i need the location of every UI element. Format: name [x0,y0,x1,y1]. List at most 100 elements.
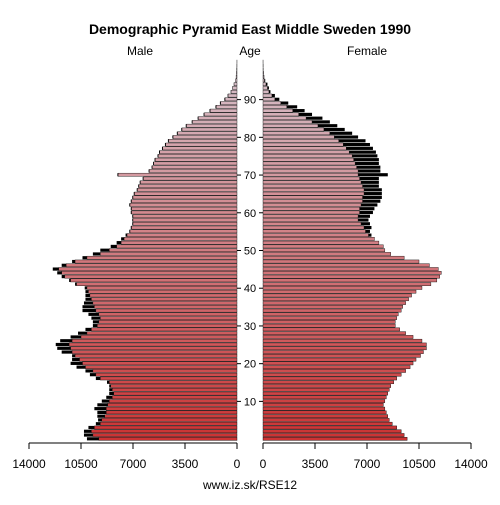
male-excess-age-22 [72,354,75,357]
male-bar-age-52 [121,241,237,244]
female-excess-age-74 [354,158,379,161]
female-excess-age-65 [364,192,382,195]
male-excess-age-55 [129,230,130,233]
female-bar-age-60 [263,211,360,214]
male-bar-age-23 [72,350,237,353]
female-bar-age-69 [263,177,360,180]
female-bar-age-19 [263,366,410,369]
female-excess-age-69 [360,177,379,180]
male-bar-age-62 [130,203,237,206]
female-bar-age-65 [263,192,364,195]
female-excess-age-55 [366,230,370,233]
male-excess-age-90 [224,98,225,101]
male-bar-age-68 [140,181,237,184]
male-excess-age-69 [143,177,144,180]
male-bar-age-79 [169,139,237,142]
female-excess-age-73 [355,162,379,165]
male-bar-age-43 [65,275,237,278]
male-bar-age-13 [112,388,237,391]
male-bar-age-91 [228,94,237,97]
male-bar-age-73 [154,162,237,165]
male-bar-age-64 [133,196,237,199]
female-bar-age-29 [263,328,400,331]
male-bar-age-26 [72,339,237,342]
male-excess-age-6 [97,415,104,418]
male-excess-age-30 [93,324,97,327]
male-bar-age-10 [109,400,237,403]
female-bar-age-2 [263,430,401,433]
female-bar-age-52 [263,241,379,244]
male-bar-age-94 [234,83,237,86]
female-bar-age-62 [263,203,361,206]
male-bar-age-37 [91,298,237,301]
male-bar-age-61 [132,207,237,210]
female-bar-age-40 [263,286,422,289]
male-bar-age-67 [139,184,237,187]
female-bar-age-81 [263,132,330,135]
female-excess-age-80 [334,135,358,138]
female-bar-age-68 [263,181,361,184]
footer-url: www.iz.sk/RSE12 [202,478,297,492]
age-label: Age [239,44,261,58]
male-excess-age-49 [93,252,100,255]
male-excess-age-37 [85,298,91,301]
male-excess-age-1 [84,433,93,436]
female-bar-age-70 [263,173,358,176]
female-excess-age-83 [318,124,337,127]
female-x-tick-label: 0 [260,457,267,471]
female-bar-age-59 [263,215,358,218]
male-excess-age-41 [75,283,76,286]
female-bar-age-41 [263,283,431,286]
female-excess-age-71 [358,169,380,172]
male-bar-age-57 [133,222,237,225]
female-bar-age-44 [263,271,441,274]
male-bar-age-21 [80,358,237,361]
male-excess-age-43 [62,275,65,278]
male-excess-age-68 [140,181,141,184]
female-bar-age-56 [263,226,364,229]
female-bar-age-43 [263,275,440,278]
female-bar-age-38 [263,294,412,297]
male-excess-age-46 [62,264,66,267]
male-bar-age-58 [133,218,237,221]
female-excess-age-90 [275,98,279,101]
male-bar-age-69 [143,177,237,180]
female-bar-age-0 [263,437,407,440]
male-bar-age-24 [71,347,237,350]
male-bar-age-1 [93,433,237,436]
male-bar-age-27 [81,335,237,338]
male-excess-age-71 [149,169,150,172]
male-excess-age-7 [97,411,106,414]
male-bar-age-82 [182,128,237,131]
female-excess-age-91 [272,94,275,97]
female-bar-age-14 [263,384,391,387]
age-tick-label: 20 [244,359,256,371]
male-excess-age-61 [131,207,132,210]
male-bar-age-18 [93,369,237,372]
male-excess-age-79 [168,139,169,142]
male-bar-age-66 [137,188,237,191]
male-excess-age-72 [152,166,153,169]
male-excess-age-59 [132,215,133,218]
male-excess-age-2 [84,430,91,433]
female-bar-age-82 [263,128,324,131]
male-excess-age-60 [131,211,132,214]
female-bar-age-91 [263,94,272,97]
male-excess-age-39 [85,290,88,293]
male-excess-age-78 [165,143,166,146]
female-bar-age-4 [263,422,392,425]
female-bar-age-94 [263,83,266,86]
male-bar-age-32 [100,317,237,320]
male-excess-age-84 [192,120,193,123]
male-excess-age-48 [82,256,86,259]
female-excess-age-64 [363,196,382,199]
female-excess-age-57 [361,222,370,225]
male-bar-age-41 [77,283,237,286]
male-excess-age-16 [96,377,100,380]
female-excess-age-58 [358,218,368,221]
male-bar-age-3 [94,426,237,429]
female-excess-age-89 [281,101,288,104]
male-excess-age-67 [138,184,139,187]
female-bar-age-53 [263,237,374,240]
